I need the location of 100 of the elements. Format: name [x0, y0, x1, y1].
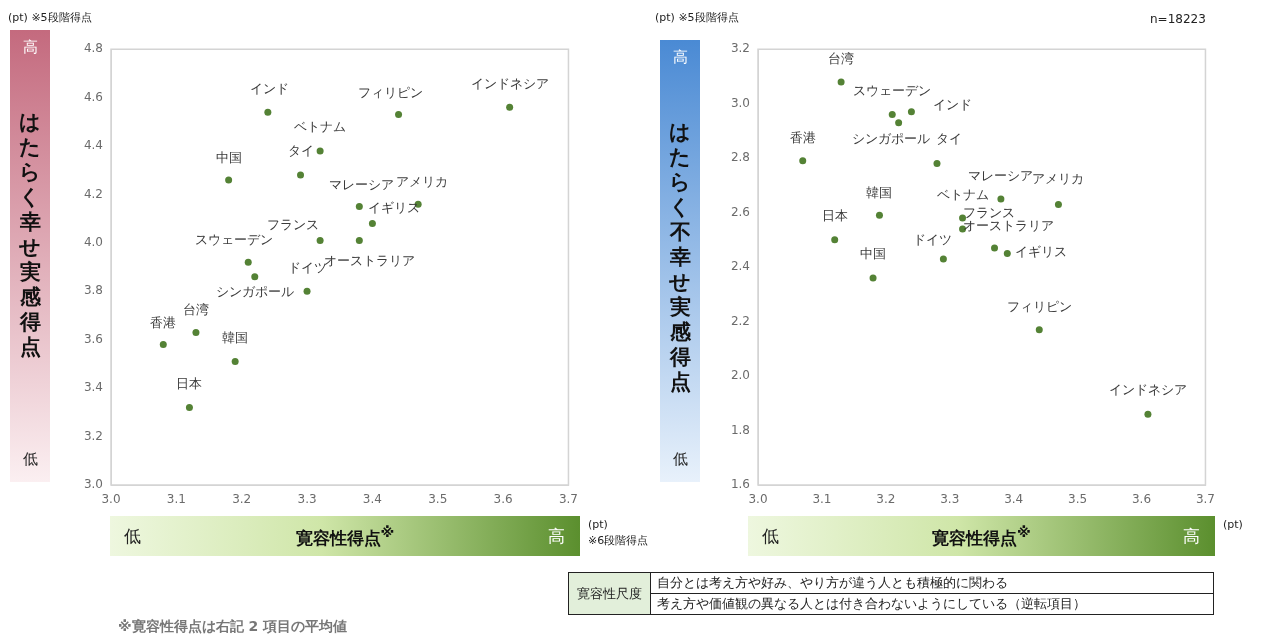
point	[316, 236, 324, 244]
annotation: スウェーデン	[195, 231, 274, 247]
annotation: 韓国	[866, 184, 893, 200]
x-tick-label: 3.7	[1195, 492, 1215, 507]
point	[316, 147, 324, 155]
x-tick-label: 3.5	[1068, 492, 1088, 507]
y-tick-label: 3.0	[83, 477, 103, 492]
annotation: 香港	[150, 314, 177, 330]
x-tick-label: 3.4	[1004, 492, 1024, 507]
point	[869, 274, 877, 282]
annotation: 台湾	[828, 51, 855, 67]
point	[907, 108, 915, 116]
point	[159, 341, 167, 349]
annotation: シンガポール	[851, 131, 930, 147]
point	[997, 195, 1005, 203]
x-tick-label: 3.5	[428, 492, 448, 507]
point	[831, 236, 839, 244]
annotation: アメリカ	[396, 173, 449, 189]
text: 低	[124, 525, 141, 548]
point	[244, 258, 252, 266]
point	[231, 358, 239, 366]
y-tick-label: 2.0	[730, 368, 750, 383]
x-tick-label: 3.1	[812, 492, 832, 507]
text: 低	[671, 450, 689, 469]
annotation: 台湾	[182, 301, 209, 317]
x-tick-label: 3.0	[748, 492, 768, 507]
point	[837, 78, 845, 86]
text: 自分とは考え方や好み、やり方が違う人とも積極的に関わる	[650, 572, 1214, 594]
point	[303, 287, 311, 295]
y-tick-label: 2.8	[730, 150, 750, 165]
point	[1144, 410, 1152, 418]
point	[355, 236, 363, 244]
x-axis-title: 寛容性得点$^{※}$	[295, 524, 395, 548]
text: はたらく不幸せ実感得点	[669, 120, 691, 394]
point	[939, 255, 947, 263]
point	[1054, 200, 1062, 208]
point	[225, 176, 233, 184]
text: 考え方や価値観の異なる人とは付き合わないようにしている（逆転項目）	[650, 593, 1214, 615]
point	[251, 273, 259, 281]
annotation: 中国	[860, 246, 887, 262]
x-tick-label: 3.0	[101, 492, 121, 507]
y-tick-label: 3.0	[730, 95, 750, 110]
y-tick-label: 3.2	[83, 428, 103, 443]
annotation: シンガポール	[215, 284, 294, 300]
text: ※寛容性得点は右記 2 項目の平均値	[118, 618, 348, 636]
annotation: 韓国	[222, 329, 249, 345]
annotation: イギリス	[368, 199, 421, 215]
x-tick-label: 3.3	[940, 492, 960, 507]
y-tick-label: 3.2	[730, 41, 750, 56]
annotation: 日本	[176, 375, 203, 391]
y-tick-label: 4.0	[83, 235, 103, 250]
point	[264, 108, 272, 116]
text: (pt) ※5段階得点	[655, 10, 739, 25]
point	[895, 119, 903, 127]
text: n=18223	[1150, 12, 1206, 26]
annotation: インド	[932, 97, 972, 113]
y-tick-label: 4.8	[83, 41, 103, 56]
annotation: アメリカ	[1032, 170, 1085, 186]
annotation: マレーシア	[328, 176, 394, 192]
text: 高	[21, 38, 39, 57]
point	[991, 244, 999, 252]
annotation: ドイツ	[287, 259, 327, 275]
text: はたらく幸せ実感得点	[19, 110, 41, 359]
annotation: タイ	[935, 130, 962, 146]
annotation: 香港	[789, 130, 816, 146]
x-axis-title: 寛容性得点$^{※}$	[932, 524, 1031, 548]
text: 寛容性尺度	[568, 572, 651, 615]
annotation: 中国	[215, 150, 242, 166]
text: 高	[548, 525, 565, 548]
y-tick-label: 2.4	[730, 259, 750, 274]
point	[875, 211, 883, 219]
annotation: フランス	[267, 216, 320, 232]
annotation: インドネシア	[1108, 381, 1187, 397]
y-tick-label: 1.8	[730, 422, 750, 437]
x-tick-label: 3.1	[166, 492, 186, 507]
point	[506, 103, 514, 111]
annotation: タイ	[287, 143, 314, 159]
annotation: インドネシア	[470, 75, 549, 91]
text: 低	[21, 450, 39, 469]
y-tick-label: 1.6	[730, 477, 750, 492]
annotation: 日本	[821, 208, 848, 224]
point	[192, 328, 200, 336]
annotation: インド	[250, 80, 290, 96]
text: 高	[1183, 525, 1200, 548]
point	[799, 157, 807, 165]
annotation: マレーシア	[968, 168, 1034, 184]
x-tick-label: 3.4	[362, 492, 382, 507]
annotation: スウェーデン	[853, 82, 932, 98]
y-tick-label: 4.4	[83, 138, 103, 153]
y-tick-label: 3.8	[83, 283, 103, 298]
point	[185, 404, 193, 412]
text: (pt)	[588, 518, 608, 531]
text: (pt)	[1223, 518, 1243, 531]
text: 低	[762, 525, 779, 548]
x-tick-label: 3.7	[558, 492, 578, 507]
x-tick-label: 3.3	[297, 492, 317, 507]
point	[888, 111, 896, 119]
point	[1003, 249, 1011, 257]
y-tick-label: 3.6	[83, 331, 103, 346]
x-tick-label: 3.6	[1131, 492, 1152, 507]
